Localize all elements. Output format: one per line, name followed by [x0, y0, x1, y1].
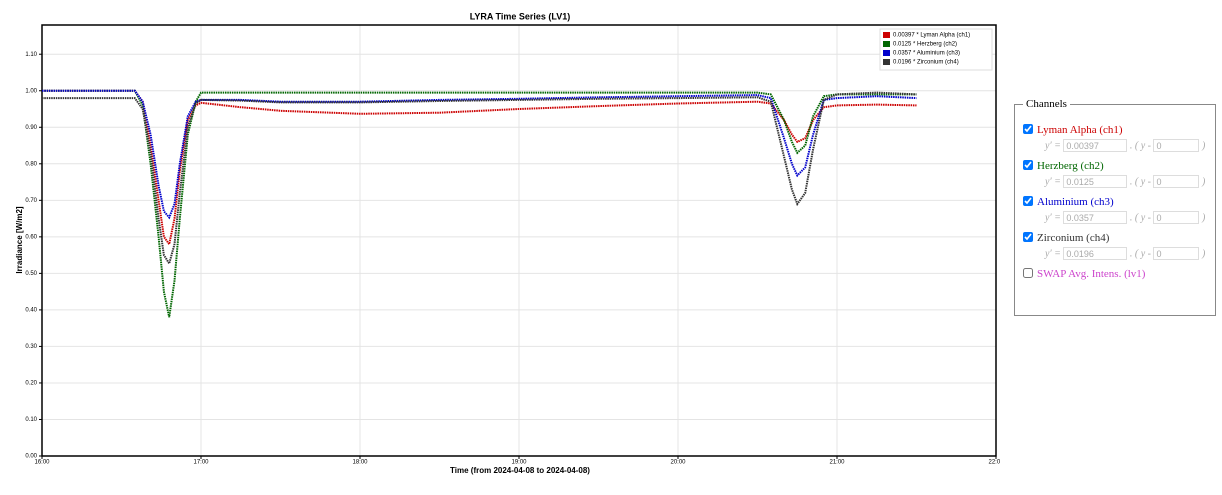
channel-row: Herzberg (ch2): [1023, 160, 1207, 172]
chart-title: LYRA Time Series (LV1): [470, 11, 571, 21]
y-tick-label: 0.80: [25, 161, 37, 167]
formula-text: y′ =: [1045, 248, 1061, 260]
channel-checkbox[interactable]: [1023, 232, 1033, 242]
offset-input[interactable]: [1153, 211, 1200, 224]
formula-text: ): [1201, 248, 1206, 260]
formula-text: . ( y -: [1129, 248, 1151, 260]
channel-formula: y′ = . ( y - ): [1045, 247, 1207, 260]
channel-row: Zirconium (ch4): [1023, 232, 1207, 244]
x-tick-label: 19:00: [511, 460, 527, 466]
series-line: [42, 91, 917, 266]
formula-text: . ( y -: [1129, 212, 1151, 224]
y-tick-label: 0.30: [25, 344, 37, 350]
formula-text: y′ =: [1045, 176, 1061, 188]
legend-label: 0.0125 * Herzberg (ch2): [893, 42, 957, 48]
offset-input[interactable]: [1153, 139, 1200, 152]
legend-box: [879, 28, 993, 71]
y-tick-label: 0.90: [25, 125, 37, 131]
y-tick-label: 0.10: [25, 417, 37, 423]
legend-label: 0.0196 * Zirconium (ch4): [893, 60, 959, 66]
channel-label: Zirconium (ch4): [1037, 232, 1110, 244]
chart: LYRA Time Series (LV1) Time (from 2024-0…: [15, 11, 1000, 475]
plot-border: [41, 24, 997, 457]
factor-input[interactable]: [1063, 247, 1128, 260]
formula-text: . ( y -: [1129, 176, 1151, 188]
legend-label: 0.0357 * Aluminium (ch3): [893, 51, 960, 57]
channel-label: Lyman Alpha (ch1): [1037, 124, 1123, 136]
channel-formula: y′ = . ( y - ): [1045, 211, 1207, 224]
x-tick-label: 18:00: [352, 460, 368, 466]
channel-row: Aluminium (ch3): [1023, 196, 1207, 208]
series-line: [42, 89, 917, 247]
channel-row: Lyman Alpha (ch1): [1023, 124, 1207, 136]
formula-text: . ( y -: [1129, 140, 1151, 152]
channel-checkbox[interactable]: [1023, 124, 1033, 134]
formula-text: ): [1201, 176, 1206, 188]
x-tick-label: 21:00: [829, 460, 845, 466]
formula-text: ): [1201, 140, 1206, 152]
legend-label: 0.00397 * Lyman Alpha (ch1): [893, 33, 970, 39]
legend-swatch: [883, 59, 890, 65]
legend-swatch: [883, 50, 890, 56]
formula-text: ): [1201, 212, 1206, 224]
channel-label: Herzberg (ch2): [1037, 160, 1104, 172]
panel-title: Channels: [1026, 98, 1067, 110]
formula-text: y′ =: [1045, 212, 1061, 224]
x-tick-label: 20:00: [670, 460, 686, 466]
y-tick-label: 0.00: [25, 454, 37, 460]
factor-input[interactable]: [1063, 139, 1128, 152]
channel-label: Aluminium (ch3): [1037, 196, 1114, 208]
y-tick-label: 1.10: [25, 52, 37, 58]
offset-input[interactable]: [1153, 247, 1200, 260]
y-tick-label: 0.60: [25, 234, 37, 240]
x-axis-title: Time (from 2024-04-08 to 2024-04-08): [450, 466, 590, 475]
channel-row: SWAP Avg. Intens. (lv1): [1023, 268, 1207, 280]
series-line: [42, 89, 917, 318]
y-tick-label: 0.50: [25, 271, 37, 277]
x-tick-label: 17:00: [193, 460, 209, 466]
y-tick-label: 0.70: [25, 198, 37, 204]
offset-input[interactable]: [1153, 175, 1200, 188]
channel-label: SWAP Avg. Intens. (lv1): [1037, 268, 1146, 280]
channel-checkbox[interactable]: [1023, 196, 1033, 206]
x-tick-label: 22:00: [988, 460, 1000, 466]
legend-swatch: [883, 32, 890, 38]
channel-formula: y′ = . ( y - ): [1045, 175, 1207, 188]
y-axis-title: Irradiance [W/m2]: [15, 206, 24, 273]
y-tick-label: 0.40: [25, 307, 37, 313]
y-tick-label: 1.00: [25, 88, 37, 94]
channel-checkbox[interactable]: [1023, 268, 1033, 278]
formula-text: y′ =: [1045, 140, 1061, 152]
channels-panel: Channels Lyman Alpha (ch1) y′ = . ( y - )…: [1014, 98, 1216, 316]
channel-formula: y′ = . ( y - ): [1045, 139, 1207, 152]
factor-input[interactable]: [1063, 175, 1128, 188]
legend-swatch: [883, 41, 890, 47]
factor-input[interactable]: [1063, 211, 1128, 224]
channel-checkbox[interactable]: [1023, 160, 1033, 170]
x-tick-label: 16:00: [34, 460, 50, 466]
y-tick-label: 0.20: [25, 381, 37, 387]
